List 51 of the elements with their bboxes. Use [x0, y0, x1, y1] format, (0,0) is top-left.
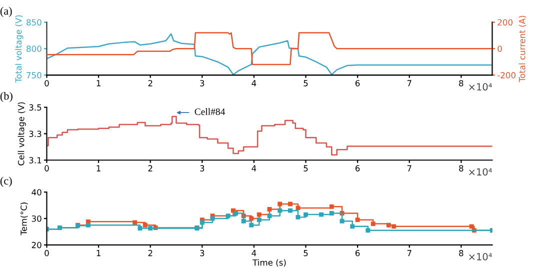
x-tick-label: 5 — [304, 250, 308, 256]
y-tick-label: 750 — [26, 72, 42, 78]
x-tick-label: 5 — [304, 80, 308, 86]
x-tick-label: 1 — [96, 80, 100, 86]
x-tick-label: 6 — [355, 250, 360, 256]
x-tick-label: 3 — [200, 165, 204, 172]
x-tick-label: 0 — [44, 250, 49, 256]
y-tick-label: 3.5 — [29, 104, 42, 111]
x-tick-label: 8 — [459, 165, 464, 172]
x-tick-label: 6 — [355, 165, 360, 172]
x-tick-label: 7 — [407, 165, 412, 172]
text: ×10⁴ — [469, 83, 492, 91]
y-tick-label: 850 — [26, 19, 42, 26]
x-tick-label: 8 — [459, 80, 464, 86]
y-axis-title: Tem(°C) — [20, 202, 28, 236]
y-tick-label: 40 — [32, 189, 42, 196]
x-tick-label: 4 — [252, 250, 256, 256]
x-tick-label: 5 — [304, 165, 308, 172]
y-tick-label: 3.1 — [29, 157, 42, 164]
x-tick-label: 8 — [459, 250, 464, 256]
x-tick-label: 0 — [44, 80, 49, 86]
text: ×10⁴ — [469, 253, 492, 260]
x-tick-label: 2 — [148, 250, 152, 256]
x-tick-label: 0 — [44, 165, 49, 172]
y-tick-label: 30 — [32, 215, 42, 222]
x-tick-label: 7 — [407, 250, 412, 256]
y2-axis-title: Total current (A) — [518, 16, 526, 82]
y-tick-label: 800 — [26, 46, 42, 52]
chart-title: (c) — [0, 176, 12, 187]
y2-tick-label: 200 — [498, 19, 512, 26]
y-tick-label: 3.3 — [29, 130, 42, 138]
x-tick-label: 3 — [200, 250, 204, 256]
x-tick-label: 3 — [200, 80, 204, 86]
y2-tick-label: -200 — [498, 72, 516, 78]
x-tick-label: 1 — [96, 250, 100, 256]
x-tick-label: 2 — [148, 80, 152, 86]
chart-title: (a) — [0, 6, 12, 17]
y-axis-title: Cell voltage (V) — [18, 102, 26, 166]
x-tick-label: 2 — [148, 165, 152, 172]
text: ×10⁴ — [469, 168, 492, 176]
x-tick-label: 1 — [96, 165, 100, 172]
y-tick-label: 20 — [32, 242, 42, 248]
x-tick-label: 4 — [252, 165, 256, 172]
y2-tick-label: 0 — [498, 46, 502, 52]
x-tick-label: 6 — [355, 80, 360, 86]
x-tick-label: 7 — [407, 80, 412, 86]
annotation: Cell#84 — [194, 108, 226, 116]
x-tick-label: 4 — [252, 80, 256, 86]
x-axis-title: Time (s) — [252, 259, 286, 267]
chart-title: (b) — [0, 92, 12, 102]
y-axis-title: Total voltage (V) — [15, 15, 24, 83]
